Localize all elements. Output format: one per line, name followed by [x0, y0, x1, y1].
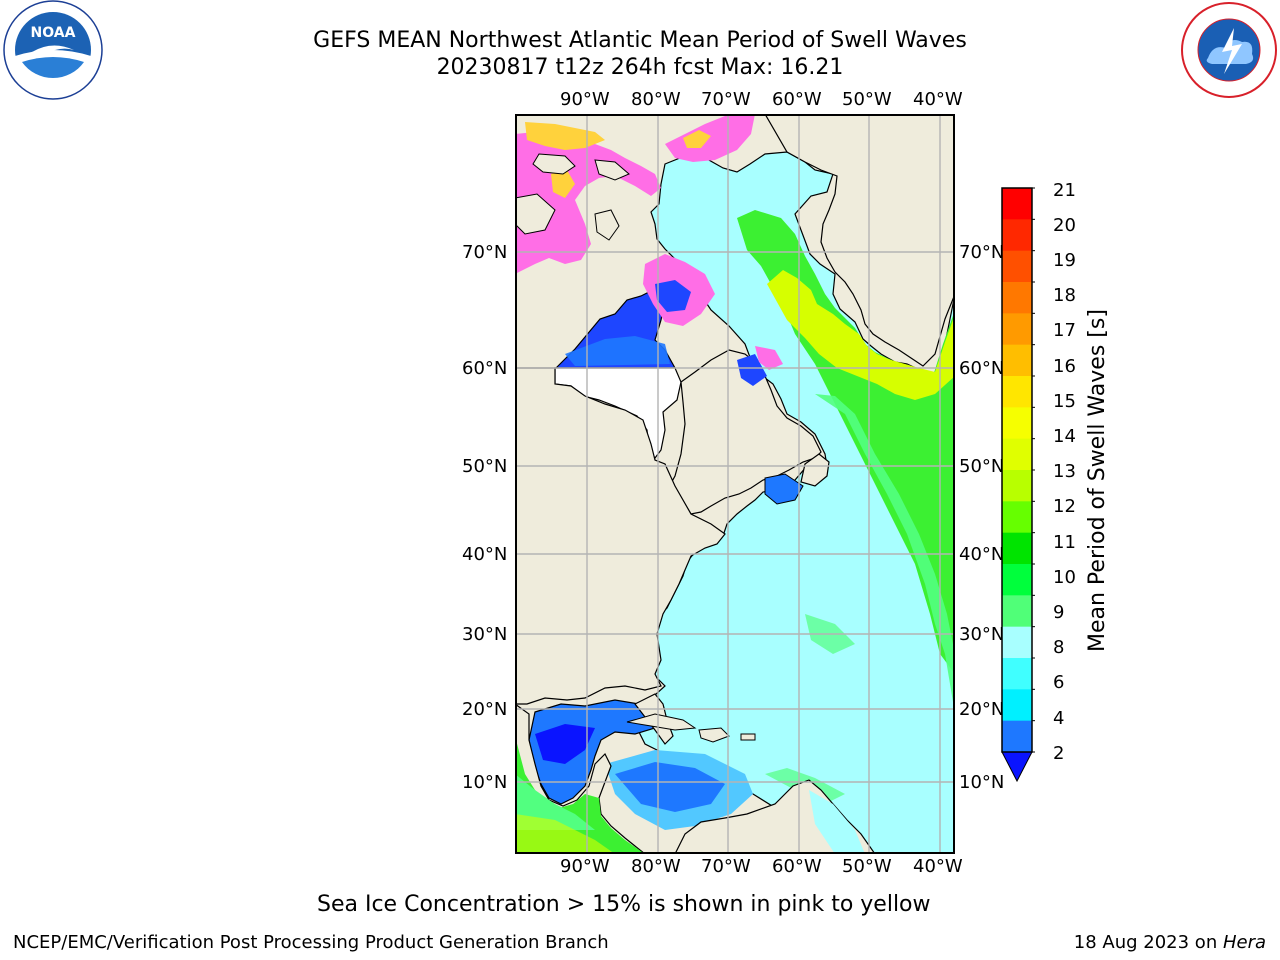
footer-host: Hera: [1222, 932, 1266, 953]
hispaniola: [698, 727, 730, 743]
lat-label-right: 30°N: [959, 624, 1005, 645]
colorbar-tick-label: 6: [1053, 672, 1065, 693]
lat-label-left: 30°N: [462, 624, 508, 645]
lat-label-right: 40°N: [959, 544, 1005, 565]
colorbar-segment: [1002, 407, 1032, 440]
lat-label-right: 60°N: [959, 358, 1005, 379]
colorbar-tick-label: 18: [1053, 285, 1076, 306]
lon-label-bottom: 60°W: [772, 856, 822, 877]
lon-label-bottom: 40°W: [913, 856, 963, 877]
colorbar-segment: [1002, 438, 1032, 471]
colorbar-segment: [1002, 470, 1032, 502]
colorbar-tick-label: 2: [1053, 743, 1065, 764]
sea-ice-yellow: [525, 122, 605, 150]
lat-label-left: 20°N: [462, 699, 508, 720]
colorbar: [1001, 187, 1035, 787]
footer-date-text: 18 Aug 2023 on: [1073, 932, 1223, 953]
colorbar-tick-label: 19: [1053, 250, 1076, 271]
lat-label-left: 10°N: [462, 772, 508, 793]
lon-label-bottom: 70°W: [701, 856, 751, 877]
colorbar-segment: [1002, 658, 1032, 690]
colorbar-tick-label: 21: [1053, 180, 1076, 201]
map-subtitle: 20230817 t12z 264h fcst Max: 16.21: [436, 55, 844, 80]
colorbar-extend-arrow: [1001, 751, 1033, 783]
lat-label-left: 40°N: [462, 544, 508, 565]
footer-date: 18 Aug 2023 on Hera: [1074, 932, 1266, 953]
colorbar-tick-label: 11: [1053, 532, 1076, 553]
colorbar-segment: [1002, 626, 1032, 659]
colorbar-tick-label: 9: [1053, 602, 1065, 623]
lon-label-bottom: 90°W: [560, 856, 610, 877]
colorbar-tick-label: 13: [1053, 461, 1076, 482]
colorbar-segment: [1002, 564, 1032, 596]
lat-label-right: 70°N: [959, 242, 1005, 263]
greenland: [764, 114, 955, 367]
lon-label-top: 80°W: [631, 89, 681, 110]
lat-label-left: 60°N: [462, 358, 508, 379]
footer-credit: NCEP/EMC/Verification Post Processing Pr…: [13, 932, 609, 953]
colorbar-tick-label: 17: [1053, 320, 1076, 341]
colorbar-tick-label: 4: [1053, 708, 1065, 729]
colorbar-segment: [1002, 532, 1032, 565]
map-frame: [515, 114, 955, 854]
nws-logo: [1178, 0, 1280, 100]
forecast-map: [515, 114, 955, 854]
lat-label-left: 50°N: [462, 456, 508, 477]
colorbar-segment: [1002, 501, 1032, 534]
map-title: GEFS MEAN Northwest Atlantic Mean Period…: [313, 28, 967, 53]
colorbar-segment: [1002, 250, 1032, 283]
noaa-logo: NOAA: [2, 0, 104, 102]
colorbar-tick-label: 8: [1053, 637, 1065, 658]
colorbar-tick-label: 10: [1053, 567, 1076, 588]
colorbar-segment: [1002, 595, 1032, 628]
graticule: [515, 114, 955, 854]
colorbar-label: Mean Period of Swell Waves [s]: [1085, 309, 1110, 652]
colorbar-segment: [1002, 313, 1032, 346]
colorbar-segment: [1002, 376, 1032, 408]
colorbar-tick-label: 14: [1053, 426, 1076, 447]
lat-label-right: 20°N: [959, 699, 1005, 720]
lat-label-left: 70°N: [462, 242, 508, 263]
colorbar-segment: [1002, 344, 1032, 377]
cuba: [626, 713, 697, 731]
lon-label-top: 40°W: [913, 89, 963, 110]
noaa-logo-text: NOAA: [31, 25, 76, 41]
colorbar-tick-label: 15: [1053, 391, 1076, 412]
lat-label-right: 50°N: [959, 456, 1005, 477]
lon-label-top: 50°W: [842, 89, 892, 110]
colorbar-tick-label: 16: [1053, 356, 1076, 377]
newfoundland: [800, 453, 830, 487]
gulf-st-lawrence: [764, 473, 804, 505]
lon-label-top: 70°W: [701, 89, 751, 110]
colorbar-segment: [1002, 188, 1032, 220]
colorbar-segment: [1002, 689, 1032, 722]
colorbar-segment: [1002, 282, 1032, 314]
colorbar-segment: [1002, 720, 1032, 753]
sea-ice-caption: Sea Ice Concentration > 15% is shown in …: [317, 892, 931, 917]
lon-label-bottom: 50°W: [842, 856, 892, 877]
colorbar-tick-label: 12: [1053, 496, 1076, 517]
north-america-east: [515, 367, 726, 705]
puerto-rico: [740, 733, 756, 741]
colorbar-segment: [1002, 219, 1032, 252]
green-swell-band: [737, 210, 955, 674]
lon-label-bottom: 80°W: [631, 856, 681, 877]
lat-label-right: 10°N: [959, 772, 1005, 793]
lon-label-top: 90°W: [560, 89, 610, 110]
colorbar-tick-label: 20: [1053, 215, 1076, 236]
lon-label-top: 60°W: [772, 89, 822, 110]
